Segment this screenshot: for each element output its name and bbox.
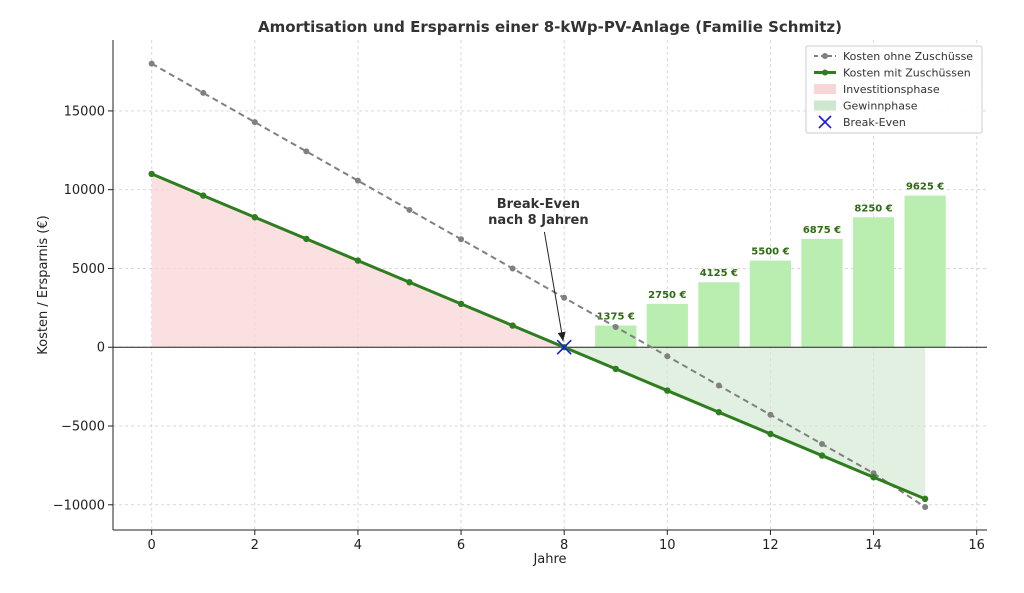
break-even-marker xyxy=(556,339,572,355)
annotation-arrow xyxy=(543,231,564,342)
bar-value-label: 4125 € xyxy=(700,268,738,279)
y-tick-label: −5000 xyxy=(61,420,105,435)
y-tick-label: 15000 xyxy=(64,104,105,119)
break-even-cross-b xyxy=(556,339,572,355)
savings-bar xyxy=(698,282,740,348)
series-point-no-subsidy xyxy=(818,441,825,448)
x-tick-label: 6 xyxy=(457,538,465,553)
legend-label: Kosten mit Zuschüssen xyxy=(843,67,971,80)
x-tick-label: 16 xyxy=(968,538,985,553)
bar-value-label: 1375 € xyxy=(597,312,635,323)
series-point-no-subsidy xyxy=(458,236,465,243)
savings-bar xyxy=(646,303,688,348)
series-point-with-subsidy xyxy=(664,387,671,394)
savings-bars: 1375 € 2750 € 4125 € 5500 € 6875 € 8250 € 9625… xyxy=(595,182,946,348)
annotation-line-2: nach 8 Jahren xyxy=(488,213,588,228)
bar-value-label: 5500 € xyxy=(751,247,789,258)
series-point-no-subsidy xyxy=(200,89,207,96)
series-point-no-subsidy xyxy=(922,504,929,511)
series-point-no-subsidy xyxy=(767,411,774,418)
savings-bar xyxy=(852,217,895,348)
x-tick-label: 14 xyxy=(865,538,882,553)
series-point-with-subsidy xyxy=(303,235,310,243)
legend-item-profit: Gewinnphase xyxy=(814,100,918,113)
savings-bar xyxy=(749,260,792,348)
legend-label: Break-Even xyxy=(843,116,906,129)
legend-item-break-even: Break-Even xyxy=(818,115,906,129)
axes: 0 2 4 6 8 10 12 14 16 −10000 −5000 0 5000 10000 15000 xyxy=(53,40,987,553)
x-tick-label: 10 xyxy=(659,538,676,553)
series-point-no-subsidy xyxy=(612,323,619,330)
series-point-with-subsidy xyxy=(818,452,826,459)
x-tick-label: 2 xyxy=(251,538,259,553)
series-point-no-subsidy xyxy=(354,177,361,184)
legend-box xyxy=(805,45,983,134)
cost-lines xyxy=(148,60,929,511)
series-point-with-subsidy xyxy=(612,365,619,373)
series-point-no-subsidy xyxy=(148,60,155,67)
series-point-with-subsidy xyxy=(148,170,155,178)
break-even-layer xyxy=(556,339,572,355)
legend-marker-swatch xyxy=(822,53,828,59)
legend-item-with-subsidy: Kosten mit Zuschüssen xyxy=(814,67,971,80)
legend-item-investment: Investitionsphase xyxy=(814,83,940,96)
series-line-with-subsidy xyxy=(151,172,926,501)
legend-cross-b xyxy=(818,115,832,129)
series-point-with-subsidy xyxy=(251,214,258,221)
series-point-no-subsidy xyxy=(406,206,413,213)
x-tick-label: 4 xyxy=(354,538,362,553)
bar-value-label: 2750 € xyxy=(648,290,686,301)
legend-patch-swatch xyxy=(814,84,836,94)
series-point-no-subsidy xyxy=(509,265,516,272)
x-tick-label: 12 xyxy=(762,538,779,553)
savings-bar xyxy=(595,325,637,348)
series-point-with-subsidy xyxy=(870,474,877,481)
legend: Kosten ohne Zuschüsse Kosten mit Zuschüss… xyxy=(805,45,983,134)
series-point-no-subsidy xyxy=(561,294,568,301)
legend-patch-swatch xyxy=(814,100,836,111)
series-point-with-subsidy xyxy=(509,322,516,329)
legend-marker-swatch xyxy=(822,69,828,76)
x-tick-label: 8 xyxy=(560,538,568,553)
y-tick-label: 5000 xyxy=(72,262,105,277)
savings-bar xyxy=(801,238,843,348)
series-point-with-subsidy xyxy=(715,409,723,416)
series-point-with-subsidy xyxy=(354,257,362,264)
series-point-no-subsidy xyxy=(715,382,722,389)
series-point-with-subsidy xyxy=(200,192,207,199)
series-point-no-subsidy xyxy=(664,353,671,360)
legend-label: Gewinnphase xyxy=(843,100,918,113)
series-line-no-subsidy xyxy=(151,62,926,508)
series-point-with-subsidy xyxy=(767,430,774,438)
y-tick-label: 10000 xyxy=(64,183,105,198)
x-tick-label: 0 xyxy=(148,538,156,553)
x-axis-label: Jahre xyxy=(532,552,566,567)
legend-item-no-subsidy: Kosten ohne Zuschüsse xyxy=(814,50,973,63)
annotation-arrowhead xyxy=(557,331,566,342)
annotation-line-1: Break-Even xyxy=(497,197,580,212)
series-point-with-subsidy xyxy=(457,300,465,308)
series-point-with-subsidy xyxy=(406,279,413,286)
chart-title: Amortisation und Ersparnis einer 8-kWp-P… xyxy=(258,18,842,36)
series-point-no-subsidy xyxy=(251,119,258,126)
y-tick-label: 0 xyxy=(97,341,105,356)
legend-label: Kosten ohne Zuschüsse xyxy=(843,50,973,63)
savings-bar xyxy=(904,195,946,348)
series-point-no-subsidy xyxy=(303,148,310,155)
series-point-with-subsidy xyxy=(921,495,929,503)
bar-value-label: 8250 € xyxy=(854,203,892,214)
bar-value-label: 9625 € xyxy=(906,182,944,193)
y-tick-label: −10000 xyxy=(53,498,105,513)
legend-label: Investitionsphase xyxy=(843,83,940,96)
y-axis-label: Kosten / Ersparnis (€) xyxy=(36,215,51,354)
bar-value-label: 6875 € xyxy=(803,225,841,236)
